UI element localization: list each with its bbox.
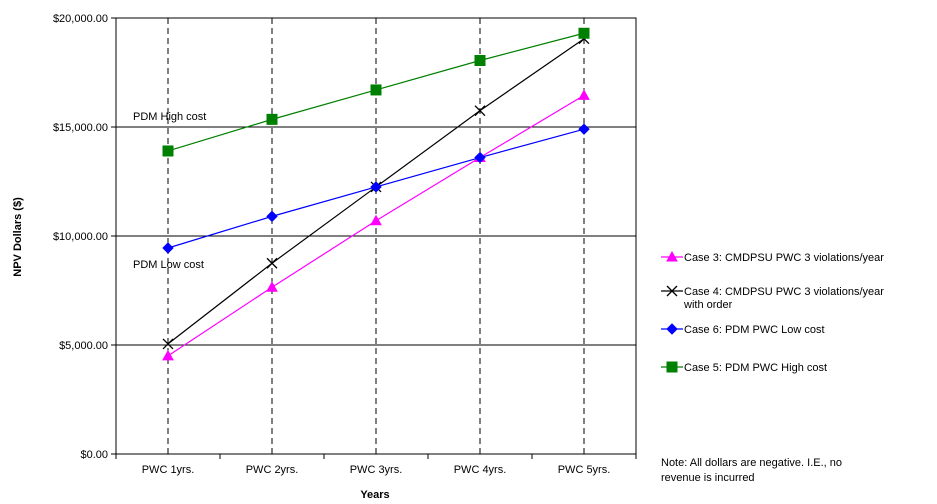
y-axis: $0.00 $5,000.00 $10,000.00 $15,000.00 $20,00… [53, 13, 116, 461]
legend-label-case-3: Case 3: CMDPSU PWC 3 violations/year [684, 252, 884, 264]
series-line-case-3 [167, 94, 585, 357]
data-point-case-3 [370, 214, 382, 226]
data-point-case-6 [266, 210, 278, 223]
data-point-case-5 [162, 145, 174, 157]
series-case-6 [162, 123, 590, 254]
y-tick-label: $20,000.00 [53, 13, 108, 25]
data-point-case-5 [474, 55, 486, 67]
annotation-pdm-high-cost: PDM High cost [133, 111, 206, 123]
legend-label-case-5: Case 5: PDM PWC High cost [684, 362, 827, 374]
legend-label-case-4: Case 4: CMDPSU PWC 3 violations/year [684, 286, 884, 298]
x-tick-label: PWC 1yrs. [142, 464, 195, 476]
legend-label-case-4: with order [683, 299, 733, 311]
data-point-case-6 [578, 123, 590, 135]
grid [115, 17, 637, 455]
x-tick-label: PWC 5yrs. [558, 464, 611, 476]
legend-marker-case-4 [666, 285, 678, 297]
data-point-case-4 [162, 338, 174, 350]
data-point-case-6 [474, 151, 486, 164]
data-point-case-3 [266, 281, 278, 292]
data-point-case-5 [266, 113, 278, 125]
series-group [162, 27, 590, 361]
x-tick-label: PWC 2yrs. [246, 464, 299, 476]
data-point-case-3 [162, 349, 174, 361]
note-line-2: revenue is incurred [661, 472, 755, 484]
x-tick-label: PWC 4yrs. [454, 464, 507, 476]
x-axis: PWC 1yrs. PWC 2yrs. PWC 3yrs. PWC 4yrs. PWC … [115, 454, 637, 476]
y-tick-label: $0.00 [80, 449, 108, 461]
legend-label-case-6: Case 6: PDM PWC Low cost [684, 324, 825, 336]
data-point-case-4 [474, 105, 486, 117]
y-axis-title: NPV Dollars ($) [12, 197, 24, 277]
x-tick-label: PWC 3yrs. [350, 464, 403, 476]
legend-marker-case-3 [666, 250, 678, 262]
legend-item-case-5: Case 5: PDM PWC High cost [661, 361, 827, 374]
legend-item-case-3: Case 3: CMDPSU PWC 3 violations/year [661, 250, 884, 264]
annotation-pdm-low-cost: PDM Low cost [133, 259, 204, 271]
data-point-case-5 [578, 27, 590, 39]
legend-marker-case-6 [666, 323, 678, 335]
series-case-5 [162, 27, 590, 157]
legend-marker-case-5 [666, 361, 678, 373]
note-line-1: Note: All dollars are negative. I.E., no [661, 457, 842, 469]
y-tick-label: $10,000.00 [53, 231, 108, 243]
data-point-case-5 [370, 84, 382, 96]
legend: Case 3: CMDPSU PWC 3 violations/year Case… [661, 250, 884, 374]
x-axis-title: Years [360, 489, 389, 501]
data-point-case-4 [266, 257, 278, 269]
y-tick-label: $5,000.00 [59, 340, 108, 352]
data-point-case-6 [162, 242, 174, 254]
legend-item-case-6: Case 6: PDM PWC Low cost [661, 323, 825, 336]
data-point-case-6 [370, 181, 382, 193]
y-tick-label: $15,000.00 [53, 122, 108, 134]
data-point-case-3 [578, 89, 590, 100]
legend-item-case-4: Case 4: CMDPSU PWC 3 violations/yearwith… [661, 285, 884, 311]
